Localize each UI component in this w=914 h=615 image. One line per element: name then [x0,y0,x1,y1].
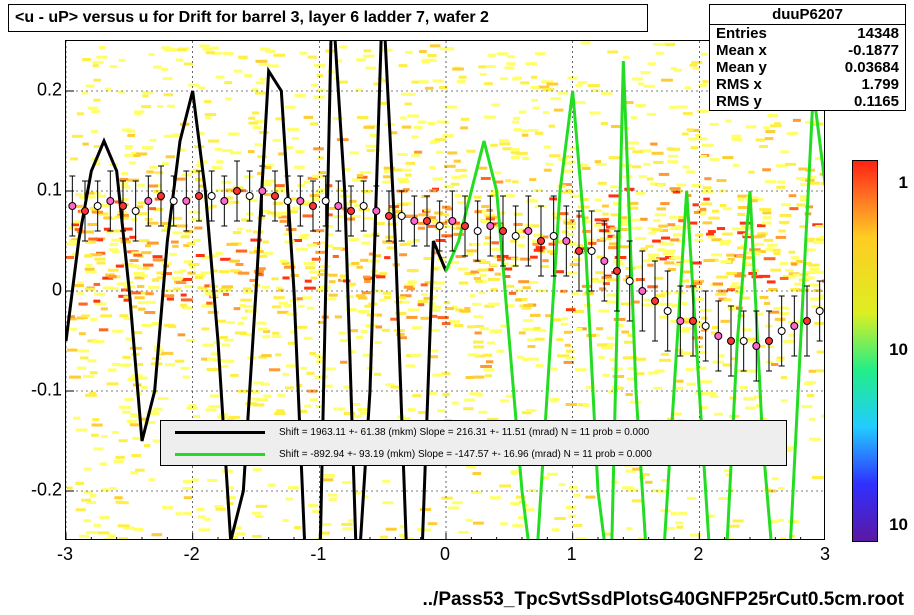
source-file-path: ../Pass53_TpcSvtSsdPlotsG40GNFP25rCut0.5… [422,589,904,611]
y-tick-label: 0.1 [6,180,62,201]
stats-name: duuP6207 [710,5,905,25]
legend-swatch [175,431,265,434]
legend-text: Shift = 1963.11 +- 61.38 (mkm) Slope = 2… [279,427,649,438]
y-tick-label: 0 [6,280,62,301]
colorbar [852,160,878,542]
x-tick-label: 3 [820,544,830,565]
x-tick-label: -1 [310,544,326,565]
x-tick-label: -2 [184,544,200,565]
stats-row: Mean x-0.1877 [710,42,905,59]
chart-title: <u - uP> versus u for Drift for barrel 3… [8,4,648,32]
legend-row: Shift = -892.94 +- 93.19 (mkm) Slope = -… [161,443,786,465]
x-tick-label: 1 [567,544,577,565]
colorbar-tick-label: 1 [899,173,908,193]
y-tick-label: -0.2 [6,480,62,501]
stats-box: duuP6207 Entries14348Mean x-0.1877Mean y… [709,4,906,111]
y-tick-label: 0.2 [6,80,62,101]
fit-legend: Shift = 1963.11 +- 61.38 (mkm) Slope = 2… [160,420,787,466]
stats-row: Entries14348 [710,25,905,42]
legend-swatch [175,453,265,456]
legend-text: Shift = -892.94 +- 93.19 (mkm) Slope = -… [279,449,652,460]
colorbar-tick-label: 10 [889,340,908,360]
stats-row: Mean y0.03684 [710,59,905,76]
colorbar-tick-label: 10 [889,515,908,535]
stats-row: RMS x1.799 [710,76,905,93]
x-tick-label: -3 [57,544,73,565]
x-tick-label: 2 [693,544,703,565]
y-tick-label: -0.1 [6,380,62,401]
stats-row: RMS y0.1165 [710,93,905,110]
legend-row: Shift = 1963.11 +- 61.38 (mkm) Slope = 2… [161,421,786,443]
x-tick-label: 0 [440,544,450,565]
